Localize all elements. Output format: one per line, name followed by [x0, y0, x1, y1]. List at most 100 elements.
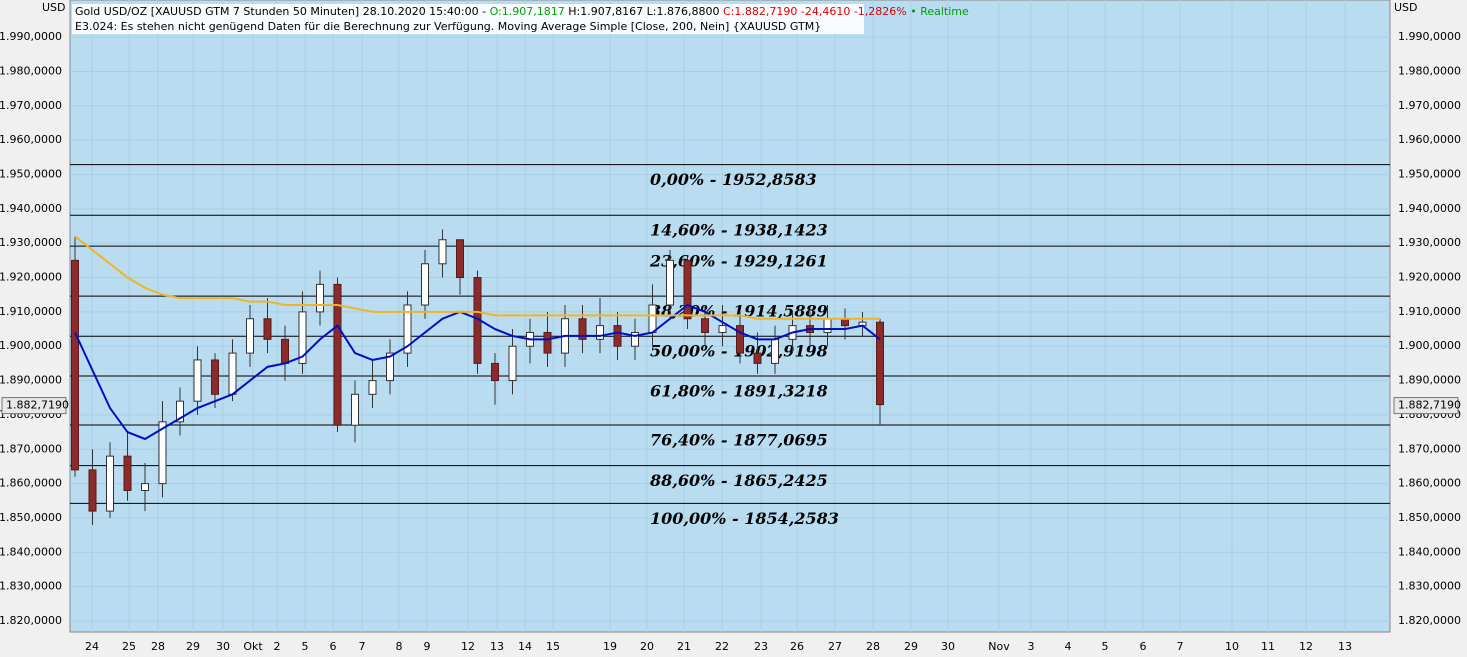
- y-tick-label: 1.960,0000: [0, 133, 62, 146]
- candle-body: [508, 345, 517, 382]
- x-tick-label: 9: [424, 640, 431, 653]
- x-tick-label: 14: [518, 640, 532, 653]
- fib-label: 61,80% - 1891,3218: [650, 382, 828, 401]
- header-status: • Realtime: [910, 5, 969, 18]
- y-tick-label: 1.910,0000: [1398, 305, 1461, 318]
- y-tick-label: 1.950,0000: [0, 167, 62, 180]
- y-tick-label: 1.950,0000: [1398, 167, 1461, 180]
- y-tick-label: 1.820,0000: [0, 614, 62, 627]
- candle-body: [578, 318, 587, 340]
- candle-body: [438, 239, 447, 265]
- x-tick-label: 4: [1065, 640, 1072, 653]
- y-tick-label: 1.920,0000: [0, 271, 62, 284]
- candle-body: [228, 352, 237, 395]
- y-tick-label: 1.940,0000: [0, 202, 62, 215]
- x-tick-label: 2: [274, 640, 281, 653]
- y-tick-label: 1.930,0000: [1398, 236, 1461, 249]
- fib-label: 0,00% - 1952,8583: [650, 170, 817, 189]
- y-tick-label: 1.840,0000: [0, 545, 62, 558]
- candle-body: [596, 325, 604, 340]
- candle-body: [246, 318, 254, 354]
- x-tick-label: 28: [866, 640, 880, 653]
- y-tick-label: 1.850,0000: [1398, 511, 1461, 524]
- y-tick-label: 1.830,0000: [1398, 580, 1461, 593]
- fib-label: 76,40% - 1877,0695: [650, 430, 828, 449]
- candle-body: [123, 455, 132, 491]
- x-tick-label: 25: [122, 640, 136, 653]
- candle-body: [403, 304, 412, 354]
- x-tick-label: 10: [1225, 640, 1239, 653]
- y-tick-label: 1.930,0000: [0, 236, 62, 249]
- x-tick-label: 24: [85, 640, 99, 653]
- x-tick-label: 29: [186, 640, 200, 653]
- candle-body: [421, 263, 429, 306]
- x-tick-label: 22: [715, 640, 729, 653]
- candle-body: [316, 283, 324, 313]
- y-tick-label: 1.830,0000: [0, 580, 62, 593]
- x-tick-label: 30: [216, 640, 230, 653]
- candle-body: [298, 311, 307, 364]
- y-tick-label: 1.890,0000: [0, 374, 62, 387]
- candle-body: [193, 359, 202, 402]
- header-box: [72, 4, 864, 34]
- x-tick-label: 5: [1102, 640, 1109, 653]
- candle-body: [701, 318, 709, 333]
- x-tick-label: 11: [1261, 640, 1275, 653]
- price-marker: [1393, 397, 1459, 415]
- candle-body: [876, 321, 884, 406]
- header-message: E3.024: Es stehen nicht genügend Daten f…: [75, 20, 821, 33]
- x-tick-label: 23: [754, 640, 768, 653]
- x-tick-label: 27: [828, 640, 842, 653]
- x-tick-label: Okt: [243, 640, 263, 653]
- candle-body: [823, 318, 832, 333]
- y-tick-label: 1.960,0000: [1398, 133, 1461, 146]
- candle-body: [141, 483, 149, 491]
- x-tick-label: 13: [1338, 640, 1352, 653]
- y-tick-label: 1.900,0000: [1398, 339, 1461, 352]
- x-tick-label: 15: [546, 640, 560, 653]
- x-tick-label: 7: [1177, 640, 1184, 653]
- candle-body: [456, 239, 464, 279]
- fib-label: 14,60% - 1938,1423: [650, 221, 828, 240]
- x-tick-label: 6: [330, 640, 337, 653]
- candle-body: [211, 359, 219, 395]
- x-tick-label: 28: [151, 640, 165, 653]
- y-tick-label: 1.940,0000: [1398, 202, 1461, 215]
- candle-body: [176, 400, 184, 423]
- header-high-low: H:1.907,8167 L:1.876,8800: [568, 5, 719, 18]
- x-tick-label: 8: [396, 640, 403, 653]
- header-open: O:1.907,1817: [490, 5, 565, 18]
- candle-body: [613, 325, 622, 347]
- candle-body: [386, 352, 394, 382]
- y-tick-label: 1.870,0000: [0, 442, 62, 455]
- y-tick-label: 1.970,0000: [1398, 99, 1461, 112]
- candle-body: [736, 325, 744, 354]
- x-tick-label: 30: [941, 640, 955, 653]
- x-tick-label: 26: [790, 640, 804, 653]
- candle-body: [491, 362, 499, 382]
- y-tick-label: 1.980,0000: [1398, 64, 1461, 77]
- header-line: Gold USD/OZ [XAUUSD GTM 7 Stunden 50 Min…: [75, 5, 969, 18]
- price-marker: [1, 397, 67, 415]
- x-tick-label: 5: [302, 640, 309, 653]
- x-tick-label: 21: [677, 640, 691, 653]
- candle-body: [351, 393, 359, 426]
- header-title: Gold USD/OZ [XAUUSD GTM 7 Stunden 50 Min…: [75, 5, 486, 18]
- axis-unit: USD: [42, 1, 66, 14]
- candle-body: [158, 421, 167, 485]
- x-tick-label: 12: [461, 640, 475, 653]
- y-tick-label: 1.900,0000: [0, 339, 62, 352]
- x-tick-label: Nov: [988, 640, 1010, 653]
- candle-body: [263, 318, 272, 340]
- x-tick-label: 20: [640, 640, 654, 653]
- x-tick-label: 13: [490, 640, 504, 653]
- candle-body: [841, 318, 849, 327]
- candle-body: [71, 259, 79, 471]
- ma-line: [74, 303, 881, 441]
- x-tick-label: 29: [904, 640, 918, 653]
- fib-label: 88,60% - 1865,2425: [649, 471, 828, 490]
- y-tick-label: 1.920,0000: [1398, 271, 1461, 284]
- header-close: C:1.882,7190 -24,4610 -1,2826%: [723, 5, 907, 18]
- candle-body: [753, 352, 762, 364]
